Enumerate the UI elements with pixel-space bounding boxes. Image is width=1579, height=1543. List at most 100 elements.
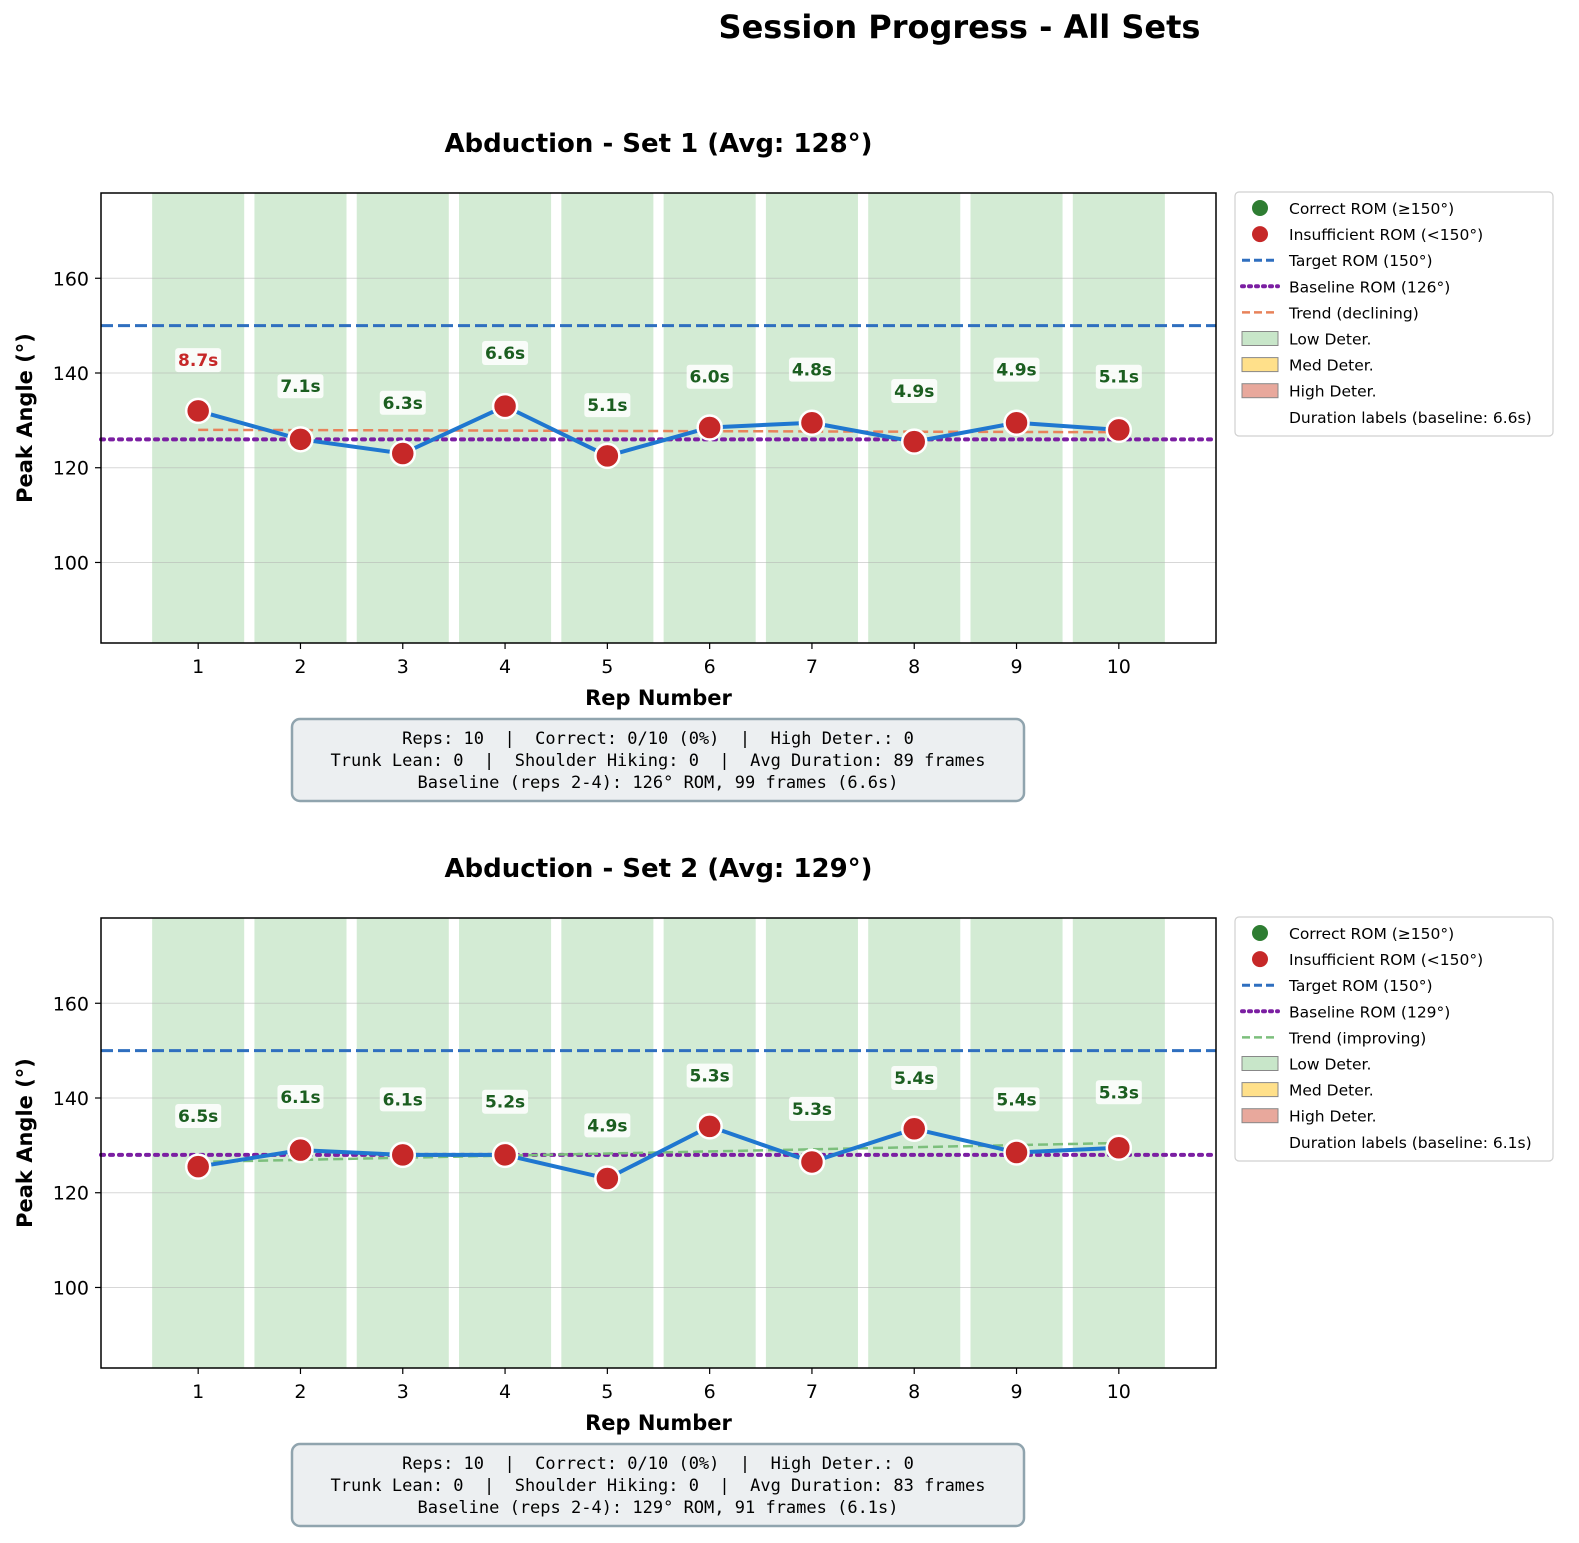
duration-label: 5.4s: [891, 1066, 938, 1091]
duration-label-bg: [379, 390, 426, 415]
legend-entry-label: Baseline ROM (126°): [1289, 278, 1450, 296]
duration-label-text: 4.9s: [894, 382, 934, 402]
y-tick-label: 160: [53, 268, 89, 290]
duration-label-text: 6.5s: [178, 1107, 218, 1127]
y-axis-label: Peak Angle (°): [13, 333, 37, 503]
legend-box: [1234, 916, 1554, 1162]
x-tick-label: 2: [294, 1381, 306, 1403]
x-tick-label: 5: [601, 656, 613, 678]
duration-label: 6.0s: [686, 364, 733, 389]
plot-frame: [100, 917, 1217, 1369]
data-point: [389, 1141, 417, 1169]
duration-label: 5.3s: [788, 1096, 835, 1121]
x-tick-label: 3: [397, 656, 409, 678]
data-point: [798, 1148, 826, 1176]
y-tick-label: 100: [53, 1277, 89, 1299]
x-axis-label: Rep Number: [585, 686, 732, 710]
legend-marker-correct: [1252, 200, 1268, 216]
series-line: [197, 404, 1119, 458]
duration-label: 5.2s: [482, 1089, 529, 1114]
duration-label-text: 6.3s: [383, 394, 423, 414]
duration-label-text: 8.7s: [178, 351, 218, 371]
x-tick-label: 7: [806, 656, 818, 678]
y-tick-label: 140: [53, 363, 89, 385]
data-point: [594, 442, 621, 470]
duration-label: 4.9s: [584, 1113, 631, 1138]
legend-band-swatch: [1241, 357, 1279, 373]
duration-label-bg: [1095, 364, 1142, 389]
figure-title: Session Progress - All Sets: [0, 8, 1579, 46]
legend-entry-label: Low Deter.: [1289, 1056, 1371, 1074]
data-point: [389, 440, 417, 467]
duration-label-bg: [175, 1103, 222, 1128]
legend-entry-label: Target ROM (150°): [1288, 252, 1433, 270]
duration-label-text: 5.1s: [1099, 368, 1139, 388]
chart-set-1: Abduction - Set 1 (Avg: 128°) 8.7s 7.1s 6.3…: [13, 129, 1554, 803]
data-point: [1105, 1134, 1133, 1161]
duration-label: 6.6s: [482, 341, 529, 366]
figure-title-text: Session Progress - All Sets: [718, 8, 1201, 46]
duration-label-text: 5.4s: [894, 1069, 934, 1089]
x-tick-label: 1: [192, 656, 204, 678]
data-point: [1105, 416, 1133, 444]
duration-label: 4.8s: [788, 357, 835, 382]
deterioration-band: [254, 193, 347, 643]
data-point: [287, 1136, 314, 1164]
y-tick-label: 120: [53, 1183, 89, 1205]
legend-marker-insufficient: [1252, 226, 1268, 243]
legend-entry-label: Low Deter.: [1289, 331, 1371, 349]
duration-label: 4.9s: [891, 378, 938, 403]
duration-label-text: 6.6s: [485, 344, 525, 364]
x-tick-label: 8: [908, 656, 920, 678]
chart-title: Abduction - Set 2 (Avg: 129°): [444, 854, 872, 884]
legend-entry-label: Trend (declining): [1288, 304, 1419, 322]
duration-label-text: 5.3s: [1099, 1083, 1139, 1103]
deterioration-band: [765, 918, 858, 1368]
legend-band-swatch: [1241, 1108, 1279, 1124]
y-tick-label: 100: [53, 552, 89, 574]
x-tick-label: 6: [704, 656, 716, 678]
x-tick-label: 9: [1010, 656, 1022, 678]
duration-label: 4.9s: [993, 357, 1040, 382]
summary-box-bg: [290, 717, 1026, 803]
data-point: [184, 397, 212, 425]
y-tick-label: 160: [53, 993, 89, 1015]
duration-label-bg: [891, 1066, 938, 1091]
legend-entry-label: Trend (improving): [1288, 1029, 1426, 1047]
deterioration-band: [152, 918, 245, 1368]
data-point: [491, 392, 519, 420]
x-tick-label: 8: [908, 1381, 920, 1403]
legend-entry-label: High Deter.: [1289, 383, 1377, 401]
x-tick-label: 9: [1010, 1381, 1022, 1403]
legend: Correct ROM (≥150°) Insufficient ROM (<15…: [1234, 191, 1554, 437]
x-tick-label: 10: [1107, 656, 1131, 678]
duration-label-text: 5.1s: [587, 396, 627, 416]
x-axis-label: Rep Number: [585, 1411, 732, 1435]
data-point: [798, 409, 826, 436]
duration-label-bg: [686, 364, 733, 389]
x-tick-label: 10: [1107, 1381, 1131, 1403]
duration-label-text: 7.1s: [280, 377, 320, 397]
deterioration-band: [561, 918, 654, 1368]
duration-label-text: 6.0s: [690, 368, 730, 388]
legend-entry-label: Correct ROM (≥150°): [1289, 200, 1454, 218]
duration-label-bg: [993, 357, 1040, 382]
data-point: [1003, 409, 1030, 436]
series-line: [197, 1124, 1119, 1181]
duration-label: 5.3s: [686, 1063, 733, 1088]
data-point: [900, 1115, 928, 1143]
deterioration-band: [868, 918, 961, 1368]
data-point: [696, 1113, 723, 1140]
duration-label-text: 5.3s: [792, 1100, 832, 1120]
duration-label-bg: [175, 348, 222, 373]
duration-label: 5.1s: [1095, 364, 1142, 389]
duration-label-text: 6.1s: [383, 1090, 423, 1110]
duration-label: 7.1s: [277, 374, 324, 399]
legend-marker-correct: [1252, 925, 1268, 941]
duration-label-text: 6.1s: [280, 1088, 320, 1108]
x-tick-label: 3: [397, 1381, 409, 1403]
summary-box: Reps: 10 | Correct: 0/10 (0%) | High Det…: [290, 1442, 1026, 1528]
legend-entry-label: Baseline ROM (129°): [1289, 1003, 1450, 1021]
summary-line: Baseline (reps 2-4): 129° ROM, 91 frames…: [417, 1498, 898, 1518]
